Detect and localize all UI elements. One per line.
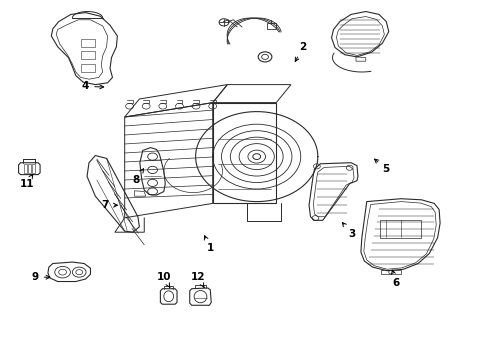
Text: 9: 9	[32, 272, 50, 282]
Text: 2: 2	[295, 42, 306, 62]
Text: 4: 4	[81, 81, 103, 91]
Text: 3: 3	[342, 222, 355, 239]
Text: 10: 10	[156, 272, 171, 288]
Text: 8: 8	[132, 169, 143, 185]
Text: 1: 1	[204, 236, 213, 253]
Text: 5: 5	[374, 159, 389, 174]
Text: 7: 7	[101, 200, 117, 210]
Text: 12: 12	[190, 272, 205, 288]
Text: 6: 6	[391, 270, 399, 288]
Text: 11: 11	[20, 175, 34, 189]
